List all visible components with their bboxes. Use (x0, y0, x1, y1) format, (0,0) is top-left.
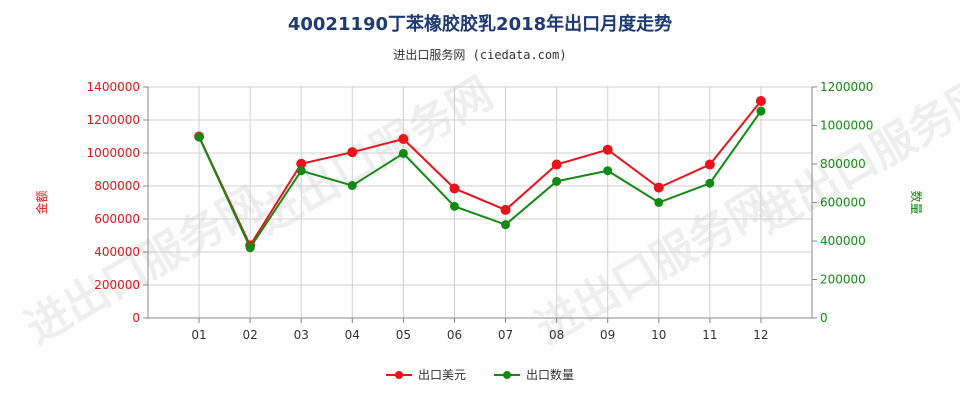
x-tick-label: 09 (600, 328, 615, 342)
left-tick-label: 400000 (94, 245, 140, 259)
legend-item-export-qty[interactable]: 出口数量 (494, 366, 574, 383)
legend-label: 出口数量 (526, 368, 575, 382)
x-tick-label: 10 (651, 328, 666, 342)
right-tick-label: 600000 (820, 196, 866, 210)
data-point (705, 178, 715, 188)
x-tick-label: 12 (753, 328, 768, 342)
x-tick-label: 04 (345, 328, 360, 342)
right-tick-label: 400000 (820, 234, 866, 248)
data-point (347, 147, 358, 158)
right-axis-label: 数量 (909, 190, 924, 214)
left-tick-label: 1000000 (87, 146, 140, 160)
right-tick-label: 0 (820, 311, 828, 325)
data-point (449, 201, 459, 211)
series-line-export-qty (198, 110, 762, 250)
right-tick-label: 1200000 (820, 80, 873, 94)
legend-swatch (385, 369, 412, 381)
data-point (398, 148, 408, 158)
x-tick-label: 03 (294, 328, 309, 342)
x-tick-label: 08 (549, 328, 564, 342)
legend: 出口美元 出口数量 (0, 366, 960, 383)
left-tick-label: 200000 (94, 278, 140, 292)
legend-swatch (494, 369, 520, 381)
data-point (755, 96, 766, 107)
x-tick-label: 01 (191, 328, 206, 342)
data-point (347, 181, 357, 191)
right-tick-label: 200000 (820, 273, 866, 287)
data-point (704, 159, 715, 170)
data-point (756, 106, 766, 116)
legend-label: 出口美元 (417, 368, 466, 382)
data-point (296, 158, 307, 169)
x-tick-label: 11 (702, 328, 717, 342)
x-tick-label: 07 (498, 328, 513, 342)
right-tick-label: 1000000 (820, 119, 873, 133)
data-point (552, 176, 562, 186)
x-tick-label: 02 (243, 328, 258, 342)
data-point (654, 198, 664, 207)
data-point (245, 243, 255, 253)
data-point (603, 166, 613, 176)
data-point (449, 183, 460, 194)
data-point (602, 144, 613, 155)
left-tick-label: 1200000 (87, 113, 140, 127)
legend-item-export-usd[interactable]: 出口美元 (385, 366, 466, 383)
left-tick-label: 800000 (94, 179, 140, 193)
left-axis-label: 金额 (34, 190, 49, 214)
x-tick-label: 05 (396, 328, 411, 342)
chart-subtitle: 进出口服务网 (ciedata.com) (393, 48, 567, 62)
data-point (500, 204, 511, 215)
right-tick-label: 800000 (820, 157, 866, 171)
data-point (296, 166, 306, 176)
chart-title: 40021190丁苯橡胶胶乳2018年出口月度走势 (287, 14, 673, 35)
data-point (501, 220, 511, 230)
left-tick-label: 0 (132, 311, 140, 325)
data-point (398, 133, 409, 144)
data-point (551, 159, 562, 170)
data-point (653, 182, 664, 193)
series-line-export-usd (198, 100, 762, 248)
x-tick-label: 06 (447, 328, 462, 342)
left-tick-label: 600000 (94, 212, 140, 226)
data-point (194, 132, 204, 142)
left-tick-label: 1400000 (87, 80, 140, 94)
